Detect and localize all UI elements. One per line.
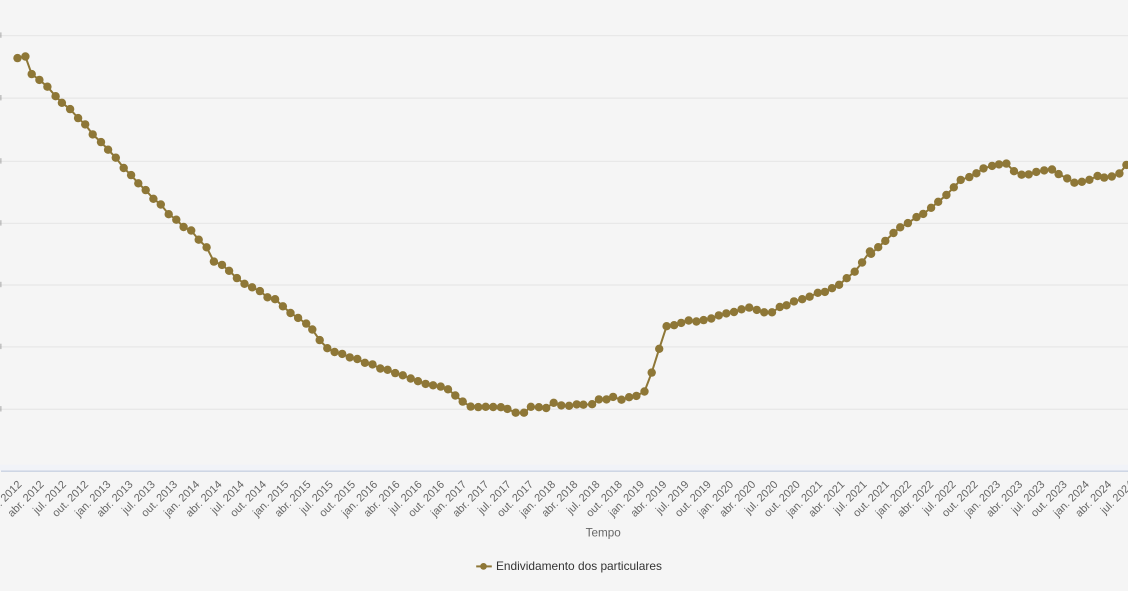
svg-text:Endividamento dos particulares: Endividamento dos particulares [496, 559, 662, 573]
svg-text:Tempo: Tempo [586, 527, 622, 540]
